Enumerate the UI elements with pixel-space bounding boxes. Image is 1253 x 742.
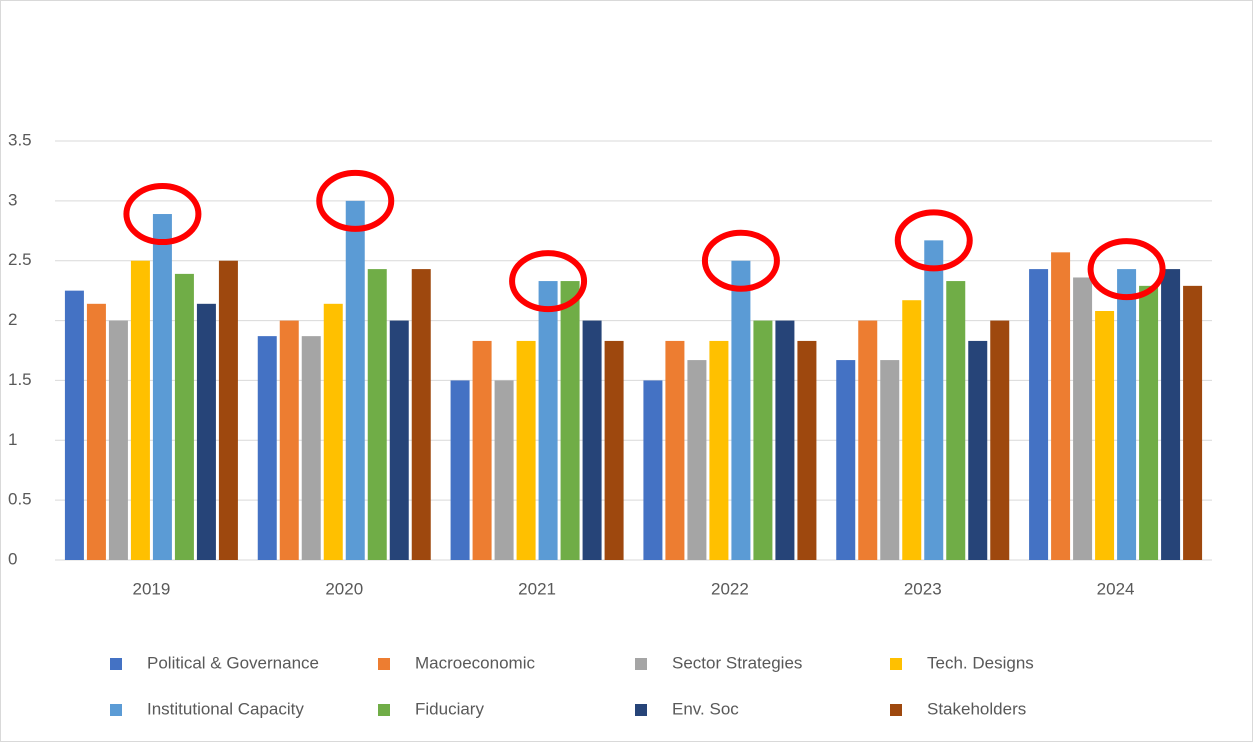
bar (990, 320, 1010, 560)
x-tick-label: 2023 (904, 579, 942, 598)
legend-swatch (378, 658, 390, 670)
bar (323, 303, 343, 560)
y-tick-label: 1 (8, 430, 17, 449)
bar (494, 380, 514, 560)
bar (1029, 269, 1049, 560)
bar (797, 340, 817, 560)
legend-label: Fiduciary (415, 699, 484, 718)
highlight-circle (509, 250, 588, 313)
bar (130, 260, 150, 560)
bar (582, 320, 602, 560)
bar (709, 340, 729, 560)
bar (257, 336, 277, 560)
y-tick-label: 1.5 (8, 370, 32, 389)
legend-label: Institutional Capacity (147, 699, 304, 718)
highlight-circle (1087, 238, 1166, 301)
bar (946, 281, 966, 560)
bar (64, 290, 84, 560)
bar (1139, 285, 1159, 560)
y-tick-label: 0 (8, 549, 17, 568)
bar (604, 340, 624, 560)
bar (1095, 310, 1115, 560)
bar (174, 273, 194, 560)
bar (902, 300, 922, 560)
bar (108, 320, 128, 560)
bar (858, 320, 878, 560)
bar (1117, 269, 1137, 560)
legend-swatch (110, 704, 122, 716)
x-tick-label: 2022 (711, 579, 749, 598)
bar (279, 320, 299, 560)
bar (687, 360, 707, 560)
bar (538, 281, 558, 560)
x-tick-label: 2019 (133, 579, 171, 598)
legend-label: Sector Strategies (672, 653, 802, 672)
x-tick-label: 2020 (325, 579, 363, 598)
bar (560, 281, 580, 560)
highlight-circle (701, 229, 780, 292)
bar (152, 214, 172, 561)
x-tick-label: 2024 (1097, 579, 1135, 598)
bar (345, 200, 365, 560)
bar (836, 360, 856, 560)
bar (218, 260, 238, 560)
bar (86, 303, 106, 560)
legend-swatch (635, 658, 647, 670)
legend-swatch (890, 658, 902, 670)
bar (516, 340, 536, 560)
bar (665, 340, 685, 560)
legend-label: Political & Governance (147, 653, 319, 672)
bar (880, 360, 900, 560)
legend-swatch (635, 704, 647, 716)
bar (924, 240, 944, 560)
y-tick-label: 3 (8, 190, 17, 209)
bar (1051, 252, 1071, 560)
highlight-circle (894, 209, 973, 272)
bar (411, 269, 431, 560)
legend-swatch (110, 658, 122, 670)
legend-swatch (378, 704, 390, 716)
bar (389, 320, 409, 560)
legend-swatch (890, 704, 902, 716)
y-tick-label: 2 (8, 310, 17, 329)
legend-label: Env. Soc (672, 699, 739, 718)
bar (643, 380, 663, 560)
bar (1161, 269, 1181, 560)
bar (731, 260, 751, 560)
bar (301, 336, 321, 560)
legend-label: Tech. Designs (927, 653, 1034, 672)
bar (1183, 285, 1203, 560)
y-tick-label: 0.5 (8, 490, 32, 509)
bar (196, 303, 216, 560)
bar (775, 320, 795, 560)
highlight-circle (316, 169, 395, 232)
legend-label: Macroeconomic (415, 653, 535, 672)
y-tick-label: 2.5 (8, 250, 32, 269)
x-tick-label: 2021 (518, 579, 556, 598)
bar (753, 320, 773, 560)
bar (1073, 277, 1093, 560)
bar (968, 340, 988, 560)
highlight-circle (123, 183, 202, 246)
y-tick-label: 3.5 (8, 130, 32, 149)
bar (450, 380, 470, 560)
bar (472, 340, 492, 560)
legend-label: Stakeholders (927, 699, 1026, 718)
bar (367, 269, 387, 560)
